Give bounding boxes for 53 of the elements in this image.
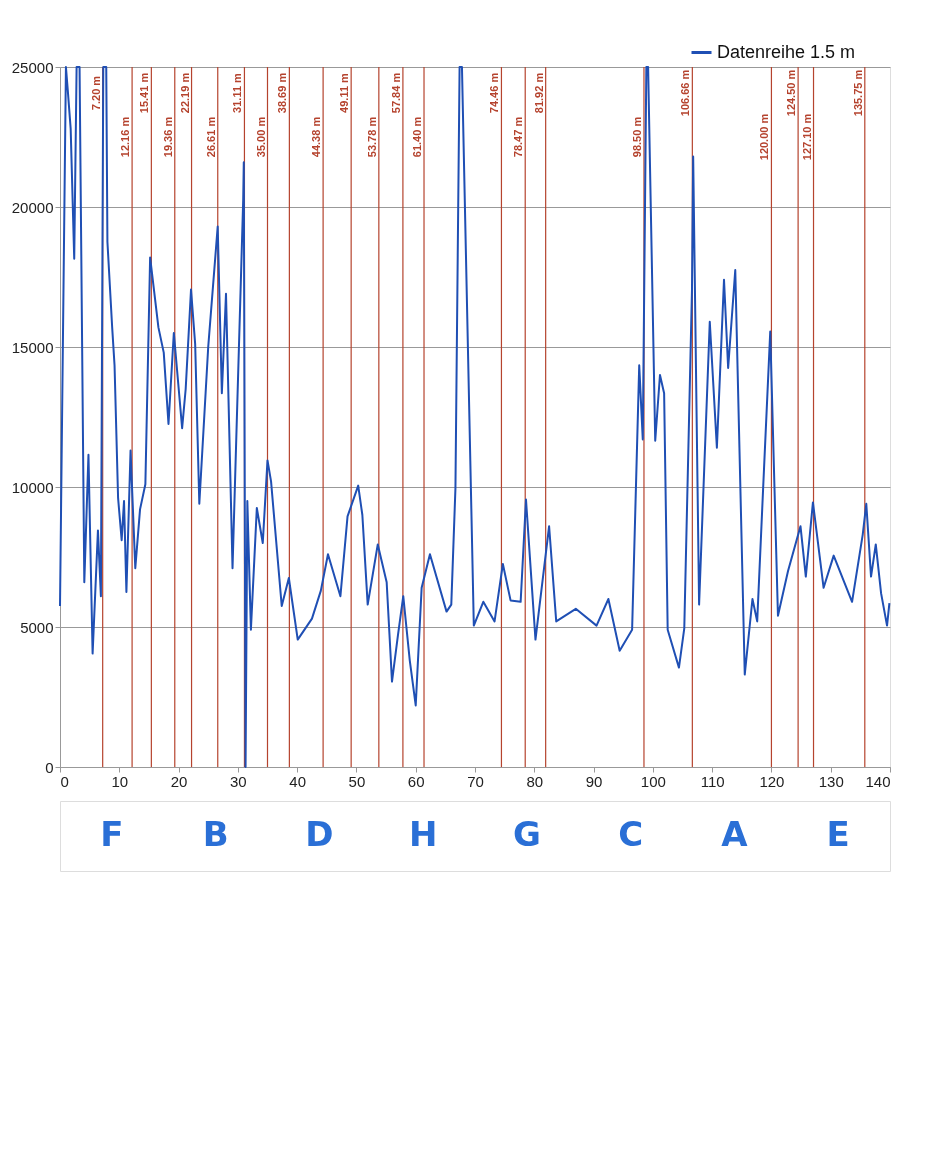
ref-line-label: 120.00 m bbox=[758, 113, 771, 161]
y-tick-label: 10000 bbox=[11, 478, 54, 496]
ref-line-label: 57.84 m bbox=[389, 72, 402, 114]
ref-line-label: 127.10 m bbox=[800, 113, 813, 161]
x-tick-label: 90 bbox=[585, 772, 603, 790]
text: C bbox=[618, 814, 644, 854]
x-tick-label: 100 bbox=[640, 772, 666, 790]
y-tick-label: 15000 bbox=[11, 338, 54, 356]
text: D bbox=[305, 814, 334, 854]
y-tick-label: 20000 bbox=[11, 198, 54, 216]
ref-line-label: 12.16 m bbox=[119, 116, 132, 158]
x-tick-label: 30 bbox=[230, 772, 247, 790]
x-tick-label: 60 bbox=[407, 772, 425, 790]
ref-line-label: 98.50 m bbox=[630, 116, 643, 158]
text: A bbox=[721, 814, 749, 854]
x-tick-label: 50 bbox=[348, 772, 366, 790]
ref-line-label: 26.61 m bbox=[204, 116, 217, 158]
x-tick-label: 20 bbox=[170, 772, 188, 790]
text: B bbox=[202, 814, 229, 854]
y-tick-label: 0 bbox=[45, 758, 54, 776]
ref-line-label: 53.78 m bbox=[365, 116, 378, 158]
y-tick-label: 5000 bbox=[20, 618, 54, 636]
ref-line-label: 135.75 m bbox=[851, 69, 864, 117]
y-tick-label: 25000 bbox=[11, 58, 54, 76]
x-tick-label: 70 bbox=[467, 772, 484, 790]
ref-line-label: 19.36 m bbox=[161, 116, 174, 158]
x-tick-label: 140 bbox=[865, 772, 891, 790]
ref-line-label: 49.11 m bbox=[338, 72, 351, 113]
ref-line-label: 44.38 m bbox=[310, 116, 323, 158]
x-tick-label: 10 bbox=[111, 772, 129, 790]
ref-line-label: 38.69 m bbox=[276, 72, 289, 114]
ref-line-label: 15.41 m bbox=[138, 72, 151, 114]
ref-line-label: 31.11 m bbox=[231, 72, 244, 113]
ref-line-label: 78.47 m bbox=[512, 116, 525, 158]
legend-label: Datenreihe 1.5 m bbox=[717, 41, 856, 62]
x-tick-label: 110 bbox=[700, 772, 725, 790]
ref-line-label: 81.92 m bbox=[532, 72, 545, 114]
text: E bbox=[826, 814, 850, 854]
ref-line-label: 106.66 m bbox=[679, 69, 692, 117]
x-tick-label: 130 bbox=[818, 772, 844, 790]
ref-line-label: 7.20 m bbox=[89, 75, 102, 111]
ref-line-label: 124.50 m bbox=[785, 69, 798, 117]
ref-line-label: 74.46 m bbox=[488, 72, 501, 114]
x-tick-label: 40 bbox=[289, 772, 306, 790]
text: H bbox=[408, 814, 438, 854]
x-tick-label: 0 bbox=[60, 772, 69, 790]
x-tick-label: 120 bbox=[759, 772, 785, 790]
ref-line-label: 61.40 m bbox=[411, 116, 424, 158]
ref-line-label: 35.00 m bbox=[254, 116, 267, 158]
text: F bbox=[100, 814, 124, 854]
text: G bbox=[512, 814, 541, 854]
ref-line-label: 22.19 m bbox=[178, 72, 191, 114]
x-tick-label: 80 bbox=[526, 772, 544, 790]
